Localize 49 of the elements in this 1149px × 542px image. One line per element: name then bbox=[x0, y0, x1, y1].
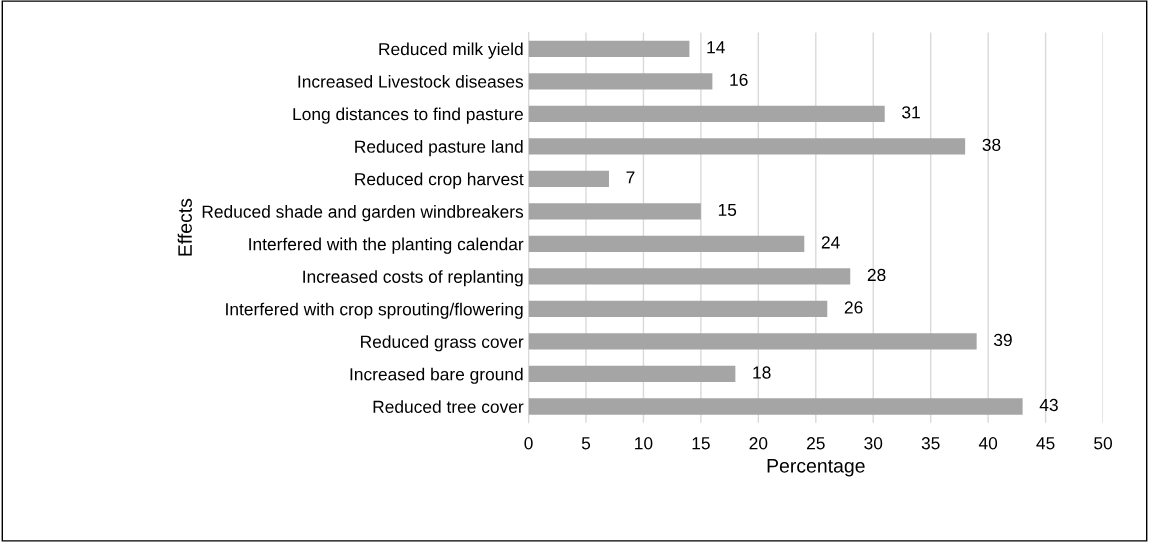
data-label: 15 bbox=[718, 203, 737, 217]
data-label: 16 bbox=[730, 73, 748, 86]
bar bbox=[528, 40, 690, 57]
bar bbox=[528, 203, 701, 220]
x-tick-label: 30 bbox=[864, 437, 883, 450]
x-tick-label: 45 bbox=[1036, 437, 1055, 450]
y-tick-label: Increased Livestock diseases bbox=[298, 75, 524, 88]
bar bbox=[528, 300, 828, 318]
bar bbox=[528, 170, 609, 187]
data-label: 31 bbox=[902, 106, 920, 119]
y-tick-label: Reduced grass cover bbox=[361, 335, 524, 352]
y-tick-label: Increased costs of replanting bbox=[303, 270, 523, 287]
bar bbox=[528, 235, 805, 253]
bar bbox=[528, 398, 1023, 415]
data-label: 18 bbox=[753, 366, 771, 379]
data-label: 26 bbox=[844, 301, 863, 314]
y-tick-label: Reduced shade and garden windbreakers bbox=[202, 205, 524, 222]
data-label: 24 bbox=[821, 236, 840, 249]
x-tick-label: 20 bbox=[749, 437, 768, 450]
bar bbox=[528, 138, 966, 155]
x-tick-label: 50 bbox=[1094, 437, 1113, 450]
y-axis-title: Effects bbox=[177, 198, 192, 256]
data-label: 38 bbox=[982, 138, 1001, 151]
data-label: 14 bbox=[707, 41, 725, 54]
y-tick-label: Reduced crop harvest bbox=[355, 172, 524, 189]
data-label: 28 bbox=[867, 268, 886, 282]
y-tick-label: Reduced milk yield bbox=[379, 42, 523, 59]
y-tick-label: Interfered with the planting calendar bbox=[249, 237, 524, 254]
bar bbox=[528, 268, 851, 285]
data-label: 7 bbox=[626, 171, 635, 184]
x-tick-label: 40 bbox=[978, 437, 998, 450]
x-tick-label: 10 bbox=[635, 437, 653, 450]
x-tick-label: 5 bbox=[581, 437, 591, 450]
x-tick-label: 35 bbox=[921, 437, 940, 450]
y-tick-label: Reduced pasture land bbox=[355, 140, 523, 157]
bar bbox=[528, 365, 736, 383]
x-tick-label: 25 bbox=[807, 437, 825, 450]
x-tick-label: 0 bbox=[524, 437, 533, 450]
bar bbox=[528, 73, 713, 90]
x-tick-label: 15 bbox=[692, 437, 710, 450]
y-tick-label: Interfered with crop sprouting/flowering bbox=[226, 302, 523, 319]
y-tick-label: Reduced tree cover bbox=[373, 400, 524, 413]
x-axis-title: Percentage bbox=[767, 459, 865, 477]
bar bbox=[528, 333, 977, 350]
data-label: 39 bbox=[993, 333, 1012, 347]
y-tick-label: Long distances to find pasture bbox=[293, 107, 523, 124]
bar bbox=[528, 105, 885, 122]
y-tick-label: Increased bare ground bbox=[350, 367, 523, 384]
data-label: 43 bbox=[1039, 398, 1058, 412]
